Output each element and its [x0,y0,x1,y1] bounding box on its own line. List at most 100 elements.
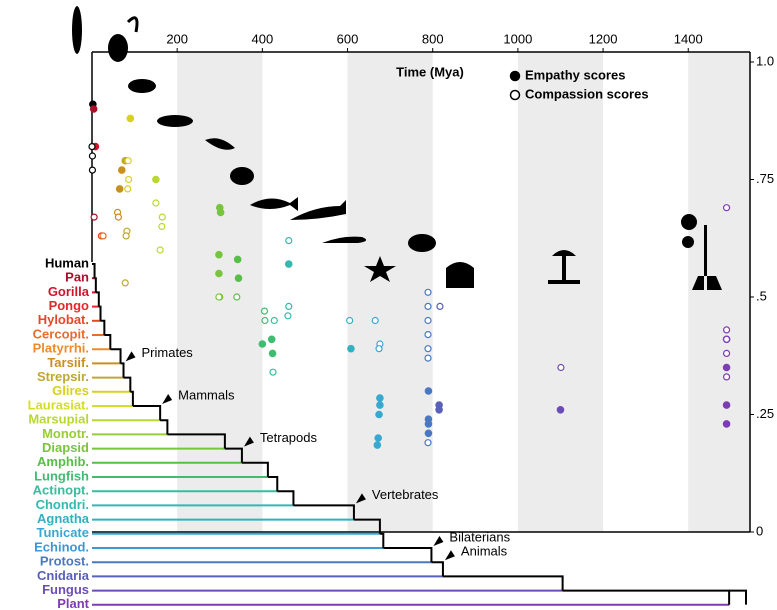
clade-label: Cnidaria [37,568,90,583]
point [424,439,432,447]
point [88,152,97,160]
backbone [267,476,279,492]
points: Empathy scores Compassion scores [88,67,731,449]
backbone [167,433,226,449]
point [115,185,124,193]
point [374,434,382,442]
backbone [94,277,97,293]
annotation-arrow [444,550,455,561]
point [722,420,731,428]
backbone [132,405,162,421]
clade-label: Marsupial [28,412,89,427]
silhouette-shark [290,200,346,220]
backbone [383,547,433,563]
point [215,293,223,301]
point [118,166,126,174]
legend-symbol [509,70,521,82]
point [156,246,164,254]
clade-label: Actinopt. [33,483,89,498]
point [722,335,731,343]
point [233,293,241,301]
clade-label: Monotr. [42,426,89,441]
y-tick-label: .5 [756,288,767,303]
silhouette-mushroom [548,250,580,284]
point [424,316,432,325]
silhouette-human [72,6,82,54]
point [556,405,565,414]
x-tick-label: 600 [337,31,359,46]
clade-label: Glires [52,383,89,398]
grid-band [347,52,433,532]
point [722,363,731,372]
phylogenetic-tree: HumanPanGorillaPongoHylobat.Cercopit.Pla… [28,255,747,610]
annotation: Vertebrates [372,487,439,502]
point [122,232,130,240]
clade-label: Agnatha [37,511,90,526]
point [285,237,293,245]
annotation-arrow [433,536,444,546]
point [215,250,223,259]
silhouette-lizard [205,138,235,150]
point [114,213,123,221]
y-tick-label: 0 [756,523,763,538]
point [88,166,97,174]
annotation: Animals [461,544,508,559]
silhouette-platypus [157,115,193,127]
point [424,420,433,428]
point [216,208,225,217]
silhouette-flower [682,236,694,248]
backbone [277,490,295,506]
point [376,394,384,402]
point [125,175,133,184]
point [260,307,269,315]
point [375,345,383,353]
clade-label: Pan [65,270,89,285]
silhouette-lemur [108,34,128,62]
backbone [92,263,96,279]
point [152,199,160,207]
silhouettes [72,6,722,290]
backbone [224,447,243,463]
x-tick-label: 1200 [589,31,618,46]
clade-label: Cercopit. [33,326,89,341]
point [268,349,277,358]
point [722,373,731,381]
silhouette-flower [681,214,697,230]
silhouette-tail [126,16,139,33]
annotation: Tetrapods [260,430,318,445]
annotation: Bilaterians [449,529,510,544]
annotation: Primates [142,345,194,360]
x-tick-label: 800 [422,31,444,46]
point [126,114,135,123]
point [722,204,731,212]
point [99,232,107,240]
backbone [98,305,102,321]
point [158,222,166,231]
point [436,302,444,310]
backbone [379,532,385,548]
clade-label: Human [45,255,89,270]
point [89,105,98,113]
axes: 200 400 600 800 1000 1200 1400 0 .25 .5 .75 1.0 [91,31,774,538]
point [152,175,160,184]
point [258,340,267,348]
point [261,316,269,325]
point [269,368,277,376]
point [121,279,129,287]
point [90,213,98,221]
point [267,335,276,344]
backbone [130,390,134,406]
legend-label: Compassion scores [525,86,649,101]
silhouette-anemone [446,262,474,288]
annotation-arrow [162,394,173,404]
annotation-arrow [243,436,254,447]
point [371,316,379,325]
clade-label: Strepsir. [37,369,89,384]
grid-band [688,52,750,532]
silhouette-plant [692,225,722,290]
silhouette-mouse [128,79,156,93]
backbone [160,419,169,435]
point [424,345,432,353]
point [233,255,242,264]
point [557,363,565,372]
